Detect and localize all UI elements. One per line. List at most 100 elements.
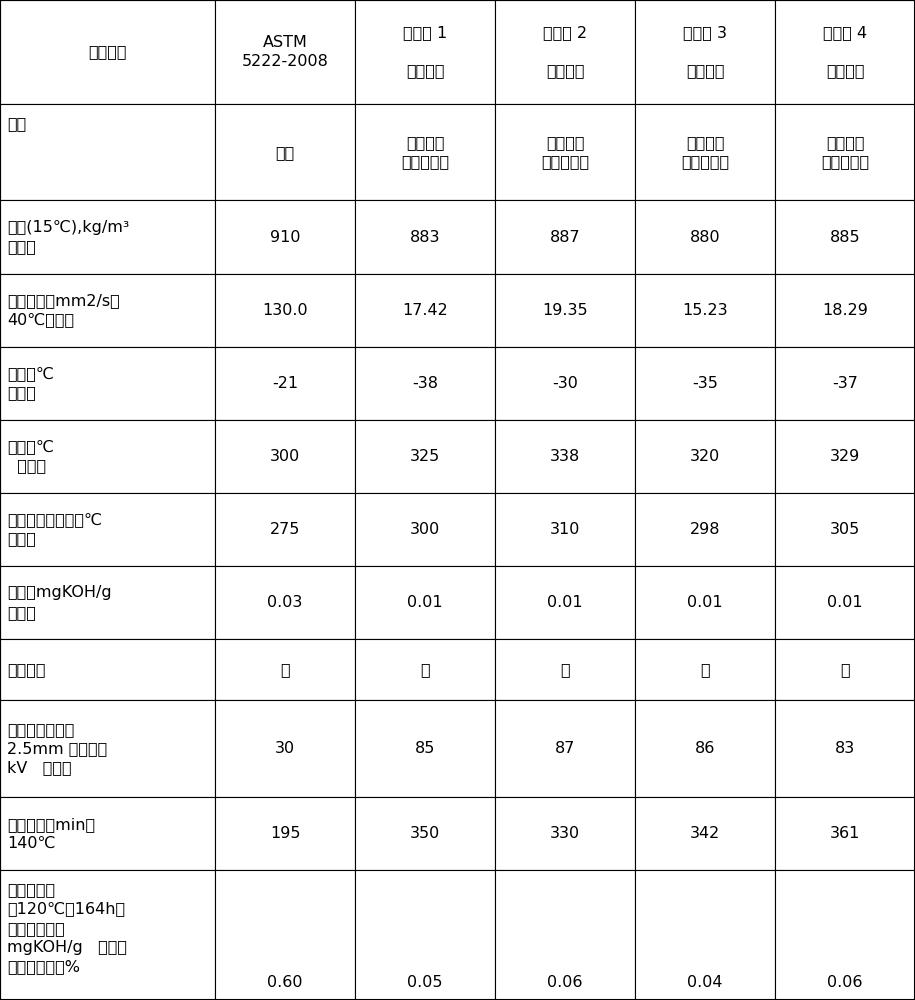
- Text: 0.06: 0.06: [547, 975, 583, 990]
- Text: 87: 87: [554, 741, 576, 756]
- Text: 击穿电压（间距
2.5mm 交货时）
kV   不小于: 击穿电压（间距 2.5mm 交货时） kV 不小于: [7, 722, 108, 776]
- Text: 17.42: 17.42: [403, 303, 448, 318]
- Text: 非: 非: [420, 662, 430, 677]
- Text: 305: 305: [830, 522, 860, 537]
- Bar: [0, 797, 215, 870]
- Text: 酸值，mgKOH/g
不大于: 酸值，mgKOH/g 不大于: [7, 585, 112, 620]
- Text: 0.60: 0.60: [267, 975, 303, 990]
- Bar: [0, 274, 215, 347]
- Text: ASTM
5222-2008: ASTM 5222-2008: [242, 35, 328, 69]
- Text: 燃点，℃
  不低于: 燃点，℃ 不低于: [7, 439, 54, 473]
- Text: 361: 361: [830, 826, 860, 841]
- Text: 0.05: 0.05: [407, 975, 443, 990]
- Text: 密度(15℃),kg/m³
不大于: 密度(15℃),kg/m³ 不大于: [7, 220, 130, 254]
- Text: 85: 85: [414, 741, 436, 756]
- Bar: [0, 493, 215, 566]
- Bar: [0, 347, 215, 420]
- Text: 实施例 2

实测结果: 实施例 2 实测结果: [543, 25, 587, 79]
- Bar: [495, 493, 635, 566]
- Bar: [775, 493, 915, 566]
- Text: 非: 非: [840, 662, 850, 677]
- Text: 887: 887: [550, 230, 580, 245]
- Text: 883: 883: [410, 230, 440, 245]
- Text: 淡黄色透
明，无杂质: 淡黄色透 明，无杂质: [541, 135, 589, 169]
- Text: 19.35: 19.35: [543, 303, 587, 318]
- Text: 300: 300: [270, 449, 300, 464]
- Bar: [775, 347, 915, 420]
- Bar: [0, 200, 215, 274]
- Text: 18.29: 18.29: [822, 303, 868, 318]
- Bar: [215, 797, 355, 870]
- Bar: [215, 700, 355, 797]
- Bar: [635, 200, 775, 274]
- Bar: [775, 420, 915, 493]
- Bar: [215, 274, 355, 347]
- Text: 旋转氧弹，min，
140℃: 旋转氧弹，min， 140℃: [7, 817, 95, 851]
- Text: 300: 300: [410, 522, 440, 537]
- Bar: [495, 200, 635, 274]
- Text: 氧化安定性
（120℃，164h）
氧化后酸值，
mgKOH/g   不大于
氧化后沉淀，%: 氧化安定性 （120℃，164h） 氧化后酸值， mgKOH/g 不大于 氧化后…: [7, 882, 127, 974]
- Bar: [495, 274, 635, 347]
- Bar: [355, 493, 495, 566]
- Bar: [635, 700, 775, 797]
- Bar: [495, 420, 635, 493]
- Text: 30: 30: [275, 741, 295, 756]
- Text: 329: 329: [830, 449, 860, 464]
- Bar: [635, 493, 775, 566]
- Bar: [635, 420, 775, 493]
- Text: -37: -37: [832, 376, 858, 391]
- Text: 325: 325: [410, 449, 440, 464]
- Bar: [775, 104, 915, 200]
- Text: 0.06: 0.06: [827, 975, 863, 990]
- Text: 310: 310: [550, 522, 580, 537]
- Text: 15.23: 15.23: [683, 303, 727, 318]
- Bar: [775, 566, 915, 639]
- Bar: [495, 566, 635, 639]
- Text: 0.01: 0.01: [407, 595, 443, 610]
- Bar: [0, 420, 215, 493]
- Text: 86: 86: [694, 741, 716, 756]
- Bar: [215, 870, 355, 1000]
- Text: 非: 非: [280, 662, 290, 677]
- Bar: [775, 797, 915, 870]
- Text: 275: 275: [270, 522, 300, 537]
- Bar: [355, 274, 495, 347]
- Bar: [0, 566, 215, 639]
- Bar: [215, 493, 355, 566]
- Text: -38: -38: [412, 376, 438, 391]
- Bar: [215, 200, 355, 274]
- Bar: [775, 870, 915, 1000]
- Text: 外观: 外观: [7, 116, 27, 131]
- Bar: [635, 347, 775, 420]
- Bar: [635, 639, 775, 700]
- Bar: [635, 870, 775, 1000]
- Bar: [355, 347, 495, 420]
- Bar: [355, 0, 495, 104]
- Bar: [775, 274, 915, 347]
- Text: 320: 320: [690, 449, 720, 464]
- Bar: [215, 0, 355, 104]
- Bar: [635, 797, 775, 870]
- Text: 0.03: 0.03: [267, 595, 303, 610]
- Bar: [495, 870, 635, 1000]
- Text: 0.01: 0.01: [547, 595, 583, 610]
- Bar: [355, 566, 495, 639]
- Bar: [495, 797, 635, 870]
- Text: 83: 83: [834, 741, 856, 756]
- Text: 清亮: 清亮: [275, 145, 295, 160]
- Text: 非: 非: [560, 662, 570, 677]
- Text: 910: 910: [270, 230, 300, 245]
- Bar: [0, 639, 215, 700]
- Bar: [215, 639, 355, 700]
- Text: 闪点，（开口），℃
不低于: 闪点，（开口），℃ 不低于: [7, 512, 102, 547]
- Text: 0.01: 0.01: [687, 595, 723, 610]
- Bar: [355, 200, 495, 274]
- Text: 腐蚀性硫: 腐蚀性硫: [7, 662, 46, 677]
- Bar: [635, 274, 775, 347]
- Bar: [355, 420, 495, 493]
- Bar: [495, 700, 635, 797]
- Text: -35: -35: [692, 376, 718, 391]
- Bar: [775, 639, 915, 700]
- Text: 淡黄色透
明，无杂质: 淡黄色透 明，无杂质: [821, 135, 869, 169]
- Bar: [495, 0, 635, 104]
